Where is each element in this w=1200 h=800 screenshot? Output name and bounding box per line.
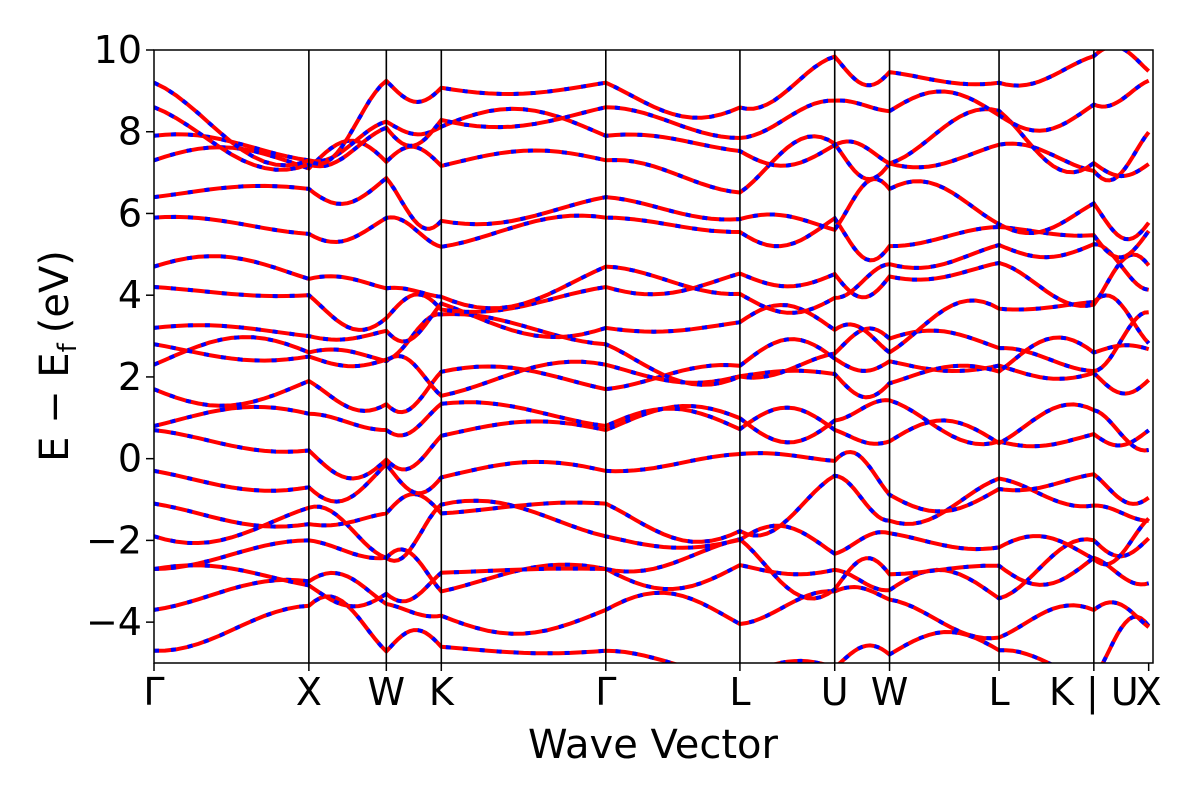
- x-tick-label: X: [296, 670, 322, 714]
- band-line-spin-up: [154, 78, 1150, 172]
- x-tick-label: Γ: [595, 670, 616, 714]
- y-tick-label: 2: [118, 355, 142, 399]
- band-line-spin-up: [154, 337, 1151, 415]
- kpoint-lines: [308, 50, 1095, 663]
- x-tick-label: X: [1136, 670, 1162, 714]
- y-tick-label: 4: [118, 273, 142, 317]
- x-tick-label: L: [729, 670, 750, 714]
- x-axis-label: Wave Vector: [528, 722, 779, 768]
- x-tick-label: U: [821, 670, 849, 714]
- band-line-spin-up: [154, 50, 1151, 168]
- y-axis-label: E − Ef(eV): [32, 250, 83, 462]
- band-line-spin-up: [154, 335, 1150, 400]
- x-tick-label: L: [988, 670, 1009, 714]
- x-tick-label: W: [368, 670, 406, 714]
- band-line-spin-up: [154, 213, 1151, 263]
- x-tick-label: K | U: [1049, 670, 1139, 715]
- y-ticks: −4 −2 0 2 4 6 8 10: [86, 28, 154, 644]
- x-tick-label: K: [429, 670, 455, 714]
- y-tick-label: −4: [86, 600, 142, 644]
- x-tick-label: Γ: [143, 670, 164, 714]
- y-tick-label: 8: [118, 110, 142, 154]
- band-line-spin-up: [154, 242, 1150, 315]
- y-tick-label: 0: [118, 437, 142, 481]
- y-tick-label: 10: [94, 28, 142, 72]
- y-tick-label: −2: [86, 518, 142, 562]
- x-tick-label: W: [871, 670, 909, 714]
- plot-frame: [153, 49, 1154, 664]
- y-tick-label: 6: [118, 191, 142, 235]
- band-line-spin-down: [154, 594, 1151, 663]
